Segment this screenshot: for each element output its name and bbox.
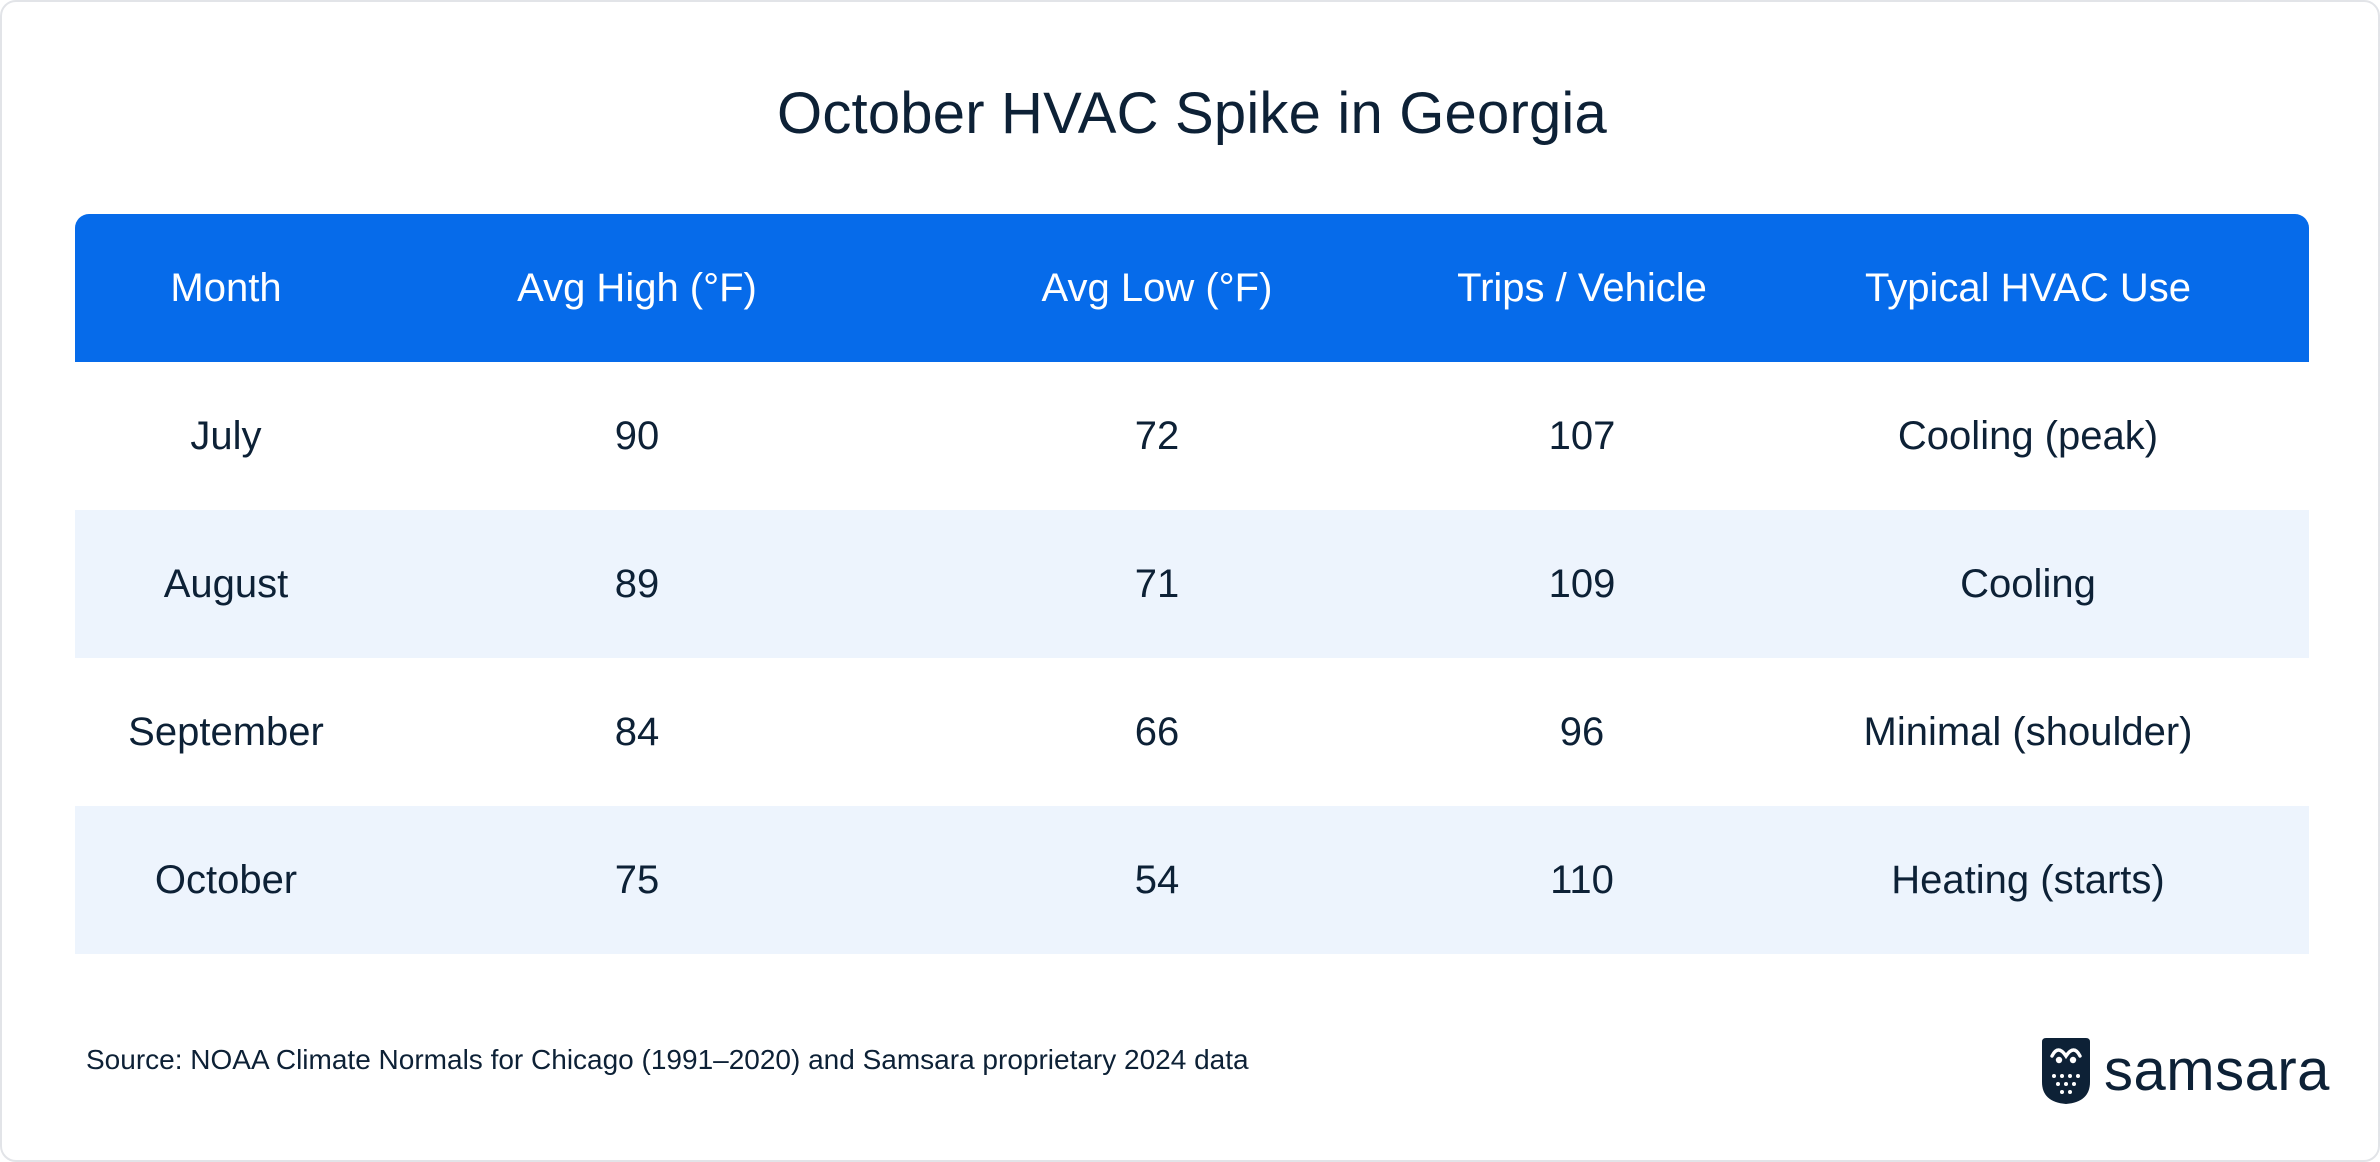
cell-hvac-use: Cooling xyxy=(1960,561,2096,606)
cell-hvac-use: Heating (starts) xyxy=(1891,857,2165,902)
cell-month: September xyxy=(128,709,324,754)
cell-hvac-use: Cooling (peak) xyxy=(1897,413,2159,458)
column-header-hvac-use: Typical HVAC Use xyxy=(1864,265,2191,310)
cell-month: October xyxy=(154,857,298,902)
table-row: August 89 71 109 Cooling xyxy=(75,510,2309,658)
cell-avg-low: 71 xyxy=(1134,561,1180,606)
source-note: Source: NOAA Climate Normals for Chicago… xyxy=(86,1044,1249,1075)
column-header-avg-low: Avg Low (°F) xyxy=(1041,265,1273,310)
column-header-trips-per-vehicle: Trips / Vehicle xyxy=(1457,265,1707,310)
cell-trips-per-vehicle: 107 xyxy=(1548,413,1616,458)
cell-month: July xyxy=(190,413,262,458)
cell-trips-per-vehicle: 96 xyxy=(1559,709,1605,754)
cell-avg-high: 89 xyxy=(614,561,660,606)
cell-trips-per-vehicle: 109 xyxy=(1548,561,1616,606)
cell-avg-low: 66 xyxy=(1134,709,1180,754)
table-row: October 75 54 110 Heating (starts) xyxy=(75,806,2309,954)
table-header-row: Month Avg High (°F) Avg Low (°F) Trips /… xyxy=(75,214,2309,362)
column-header-avg-high: Avg High (°F) xyxy=(517,265,757,310)
brand-logo: samsara xyxy=(2040,1034,2330,1106)
table-row: September 84 66 96 Minimal (shoulder) xyxy=(75,658,2309,806)
column-header-month: Month xyxy=(170,265,282,310)
table-row: July 90 72 107 Cooling (peak) xyxy=(75,362,2309,510)
brand-name: samsara xyxy=(2104,1037,2330,1103)
samsara-owl-logo-icon xyxy=(2042,1038,2090,1104)
cell-avg-high: 90 xyxy=(614,413,660,458)
cell-avg-high: 84 xyxy=(614,709,660,754)
cell-trips-per-vehicle: 110 xyxy=(1550,857,1614,902)
cell-hvac-use: Minimal (shoulder) xyxy=(1863,709,2193,754)
cell-avg-low: 54 xyxy=(1134,857,1180,902)
cell-avg-high: 75 xyxy=(614,857,660,902)
chart-title: October HVAC Spike in Georgia xyxy=(777,81,1607,146)
data-table: Month Avg High (°F) Avg Low (°F) Trips /… xyxy=(75,214,2309,954)
cell-month: August xyxy=(163,561,289,606)
cell-avg-low: 72 xyxy=(1134,413,1180,458)
